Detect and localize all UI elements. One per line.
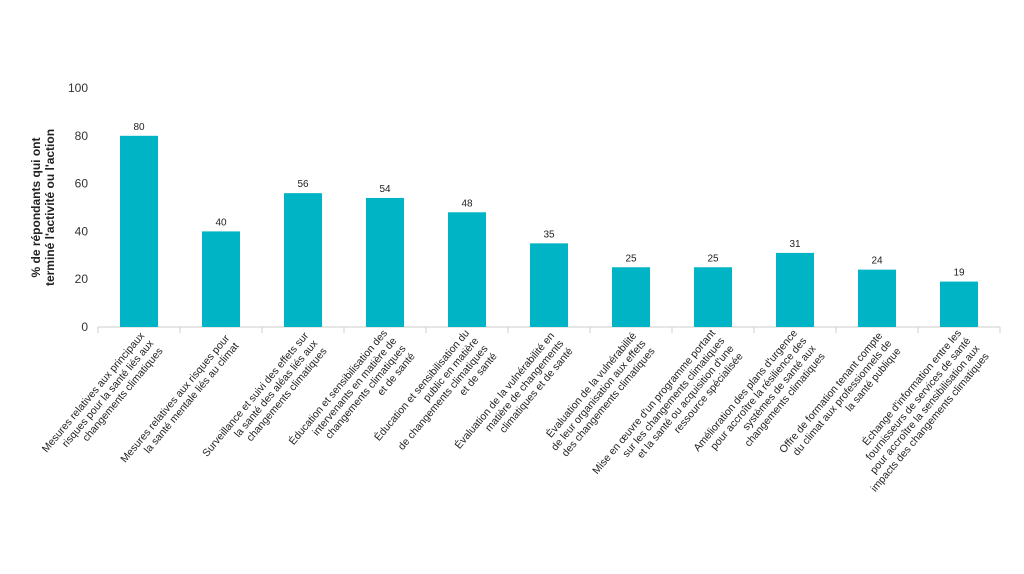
bar — [858, 269, 896, 327]
bar — [530, 243, 568, 327]
value-label: 19 — [953, 268, 965, 279]
value-label: 31 — [789, 239, 801, 250]
y-tick-label: 80 — [75, 129, 89, 143]
bar — [940, 281, 978, 327]
value-label: 54 — [379, 184, 391, 195]
value-label: 48 — [461, 198, 473, 209]
bar — [612, 267, 650, 327]
value-label: 25 — [707, 253, 719, 264]
value-label: 56 — [297, 179, 309, 190]
bar — [448, 212, 486, 327]
bar — [694, 267, 732, 327]
y-axis-title: % de répondants qui ont terminé l'activit… — [29, 129, 57, 286]
y-tick-label: 40 — [75, 224, 89, 238]
bar — [284, 193, 322, 327]
y-tick-label: 0 — [81, 320, 88, 334]
y-axis-title-line: % de répondants qui ont — [29, 137, 43, 277]
value-label: 25 — [625, 253, 637, 264]
y-axis-title-line: terminé l'activité ou l'action — [43, 129, 57, 286]
bar — [202, 231, 240, 327]
bar — [366, 197, 404, 327]
y-tick-label: 20 — [75, 272, 89, 286]
value-label: 24 — [871, 256, 883, 267]
bar — [776, 252, 814, 327]
y-tick-label: 60 — [75, 177, 89, 191]
value-label: 40 — [215, 217, 227, 228]
value-label: 80 — [133, 122, 145, 133]
bar — [120, 135, 158, 327]
value-label: 35 — [543, 229, 555, 240]
y-tick-label: 100 — [68, 81, 88, 95]
